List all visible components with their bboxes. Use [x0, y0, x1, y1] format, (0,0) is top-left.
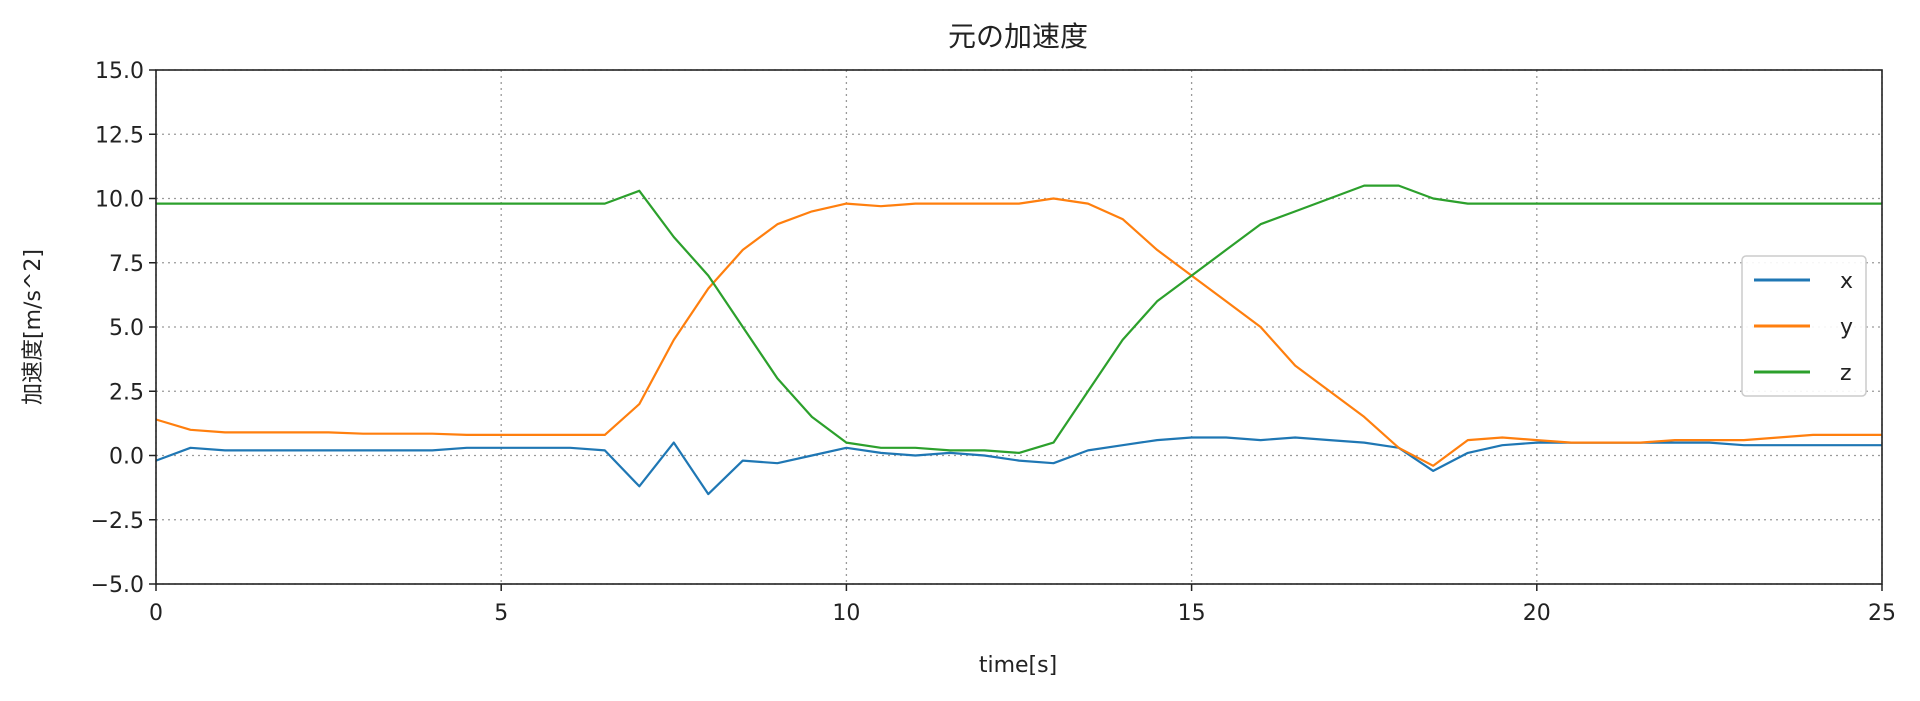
series-line-z — [156, 184, 1882, 454]
axis-ticks: 0 5 10 15 20 25 −5.0 −2.5 0.0 2.5 5.0 7.5 10.0 12.5 15… — [91, 59, 1896, 626]
x-tick-label: 20 — [1523, 601, 1551, 626]
chart-title: 元の加速度 — [948, 20, 1088, 53]
y-tick-label: 12.5 — [95, 123, 144, 148]
y-tick-label: −2.5 — [91, 509, 144, 534]
y-tick-label: −5.0 — [91, 573, 144, 598]
y-tick-label: 15.0 — [95, 59, 144, 84]
legend-label-z: z — [1840, 361, 1852, 386]
x-tick-label: 10 — [832, 601, 860, 626]
series-line-y — [155, 197, 1882, 467]
y-axis-title: 加速度[m/s^2] — [21, 249, 46, 405]
y-tick-label: 2.5 — [109, 380, 144, 405]
x-tick-label: 0 — [149, 601, 163, 626]
series-lines — [155, 184, 1882, 496]
x-tick-label: 5 — [494, 601, 508, 626]
legend: x y z — [1741, 255, 1867, 397]
legend-label-x: x — [1840, 269, 1853, 294]
legend-label-y: y — [1840, 315, 1853, 340]
y-tick-label: 5.0 — [109, 316, 144, 341]
y-tick-label: 7.5 — [109, 252, 144, 277]
x-tick-label: 15 — [1178, 601, 1206, 626]
x-axis-title: time[s] — [979, 653, 1057, 678]
y-tick-label: 0.0 — [109, 445, 144, 470]
x-tick-label: 25 — [1868, 601, 1896, 626]
y-tick-label: 10.0 — [95, 188, 144, 213]
